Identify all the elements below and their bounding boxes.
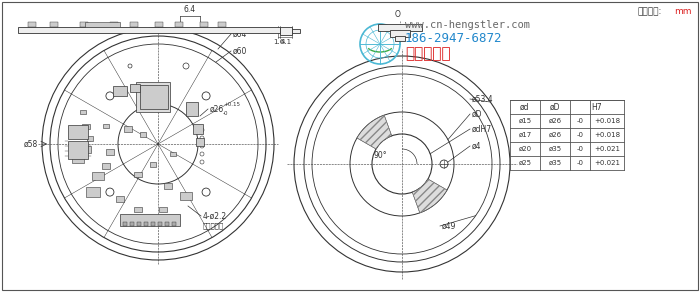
Bar — [85, 22, 120, 27]
Text: 定盘固定孔: 定盘固定孔 — [203, 223, 224, 229]
Text: 6.4: 6.4 — [184, 5, 196, 14]
Bar — [134, 206, 142, 211]
Bar — [87, 135, 93, 140]
Bar — [395, 36, 405, 41]
Bar — [140, 131, 146, 136]
Text: -0: -0 — [223, 111, 228, 116]
Bar — [196, 138, 204, 146]
Text: ø26: ø26 — [548, 132, 561, 138]
Bar — [106, 149, 114, 155]
Text: 4.1: 4.1 — [281, 39, 292, 45]
Bar — [130, 84, 140, 92]
Text: ø25: ø25 — [519, 160, 531, 166]
Text: 1.6: 1.6 — [274, 39, 285, 45]
Text: ø20: ø20 — [519, 146, 531, 152]
Text: ø15: ø15 — [519, 118, 531, 124]
Wedge shape — [357, 115, 392, 149]
Text: ø58: ø58 — [24, 140, 38, 149]
Bar — [68, 125, 88, 139]
Text: ø64: ø64 — [233, 29, 247, 39]
Bar — [144, 222, 148, 226]
Text: ø4: ø4 — [472, 142, 482, 150]
Bar — [28, 22, 36, 27]
Bar — [130, 22, 138, 27]
Bar — [136, 82, 170, 112]
Bar — [172, 222, 176, 226]
Text: ødH7: ødH7 — [472, 124, 492, 133]
Bar — [86, 187, 100, 197]
Bar — [390, 30, 410, 37]
Bar — [140, 85, 168, 109]
Text: ø49: ø49 — [442, 222, 456, 230]
Text: ø35: ø35 — [548, 160, 561, 166]
Bar — [159, 206, 167, 211]
Bar — [200, 22, 208, 27]
Text: øD: øD — [550, 102, 560, 112]
Bar — [82, 124, 90, 128]
Bar — [80, 110, 86, 114]
Bar — [130, 222, 134, 226]
Bar — [218, 22, 226, 27]
Text: -0: -0 — [577, 132, 584, 138]
Text: 尺寸单位:: 尺寸单位: — [638, 8, 662, 17]
Text: ø35: ø35 — [548, 146, 561, 152]
Bar — [124, 126, 132, 132]
Bar — [102, 163, 110, 169]
Bar — [292, 29, 300, 33]
Text: ø17: ø17 — [519, 132, 531, 138]
Bar — [103, 124, 109, 128]
Text: -0: -0 — [577, 118, 584, 124]
Text: +0.018: +0.018 — [594, 132, 620, 138]
Text: ø26: ø26 — [210, 105, 224, 114]
Bar — [72, 155, 84, 163]
Bar — [280, 27, 292, 35]
Bar — [80, 22, 88, 27]
Bar — [18, 27, 280, 33]
Text: -0: -0 — [577, 146, 584, 152]
Text: -0: -0 — [577, 160, 584, 166]
Text: 186-2947-6872: 186-2947-6872 — [405, 32, 503, 46]
Bar — [134, 171, 142, 176]
Text: www.cn-hengstler.com: www.cn-hengstler.com — [405, 20, 530, 30]
Text: 西安德伍拓: 西安德伍拓 — [405, 46, 451, 62]
Text: ø60: ø60 — [233, 46, 247, 55]
Text: ø53.4: ø53.4 — [472, 95, 493, 103]
Bar — [113, 86, 127, 96]
Text: 90°: 90° — [373, 152, 387, 161]
Bar — [151, 222, 155, 226]
Text: ød: ød — [520, 102, 530, 112]
Bar — [378, 24, 422, 31]
Bar — [193, 124, 203, 134]
Bar — [68, 141, 88, 159]
Text: +0.018: +0.018 — [594, 118, 620, 124]
Text: O: O — [395, 10, 401, 19]
Bar — [116, 196, 124, 202]
Bar — [123, 222, 127, 226]
Text: +0.021: +0.021 — [594, 146, 620, 152]
Bar — [155, 22, 163, 27]
Bar — [164, 183, 172, 189]
Bar — [158, 222, 162, 226]
Text: H7: H7 — [592, 102, 602, 112]
Bar — [165, 222, 169, 226]
Text: +0.15: +0.15 — [223, 102, 240, 107]
Bar — [150, 161, 156, 166]
Bar — [137, 222, 141, 226]
Bar — [186, 102, 198, 116]
Text: mm: mm — [674, 8, 692, 17]
Bar — [180, 192, 192, 200]
Text: +0.021: +0.021 — [594, 160, 620, 166]
Bar — [110, 22, 118, 27]
Bar — [50, 22, 58, 27]
Text: 4-ø2.2: 4-ø2.2 — [203, 211, 227, 220]
Bar — [175, 22, 183, 27]
Bar — [81, 145, 91, 152]
Text: ø26: ø26 — [548, 118, 561, 124]
Text: øD: øD — [472, 110, 482, 119]
Bar — [92, 172, 104, 180]
Wedge shape — [412, 179, 447, 213]
Bar — [170, 152, 176, 156]
Bar — [120, 214, 180, 226]
